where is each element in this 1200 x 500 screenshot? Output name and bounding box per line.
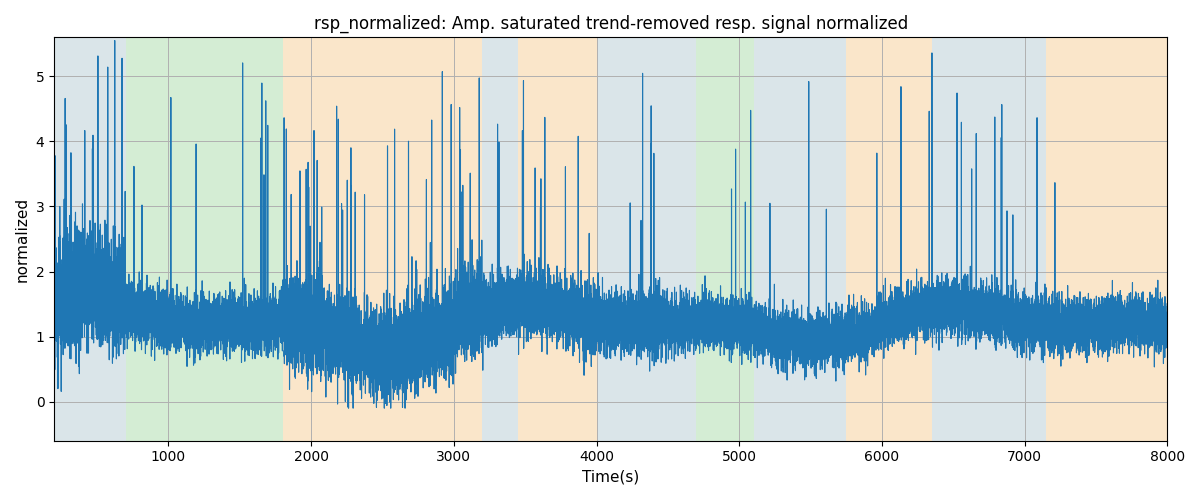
- Bar: [482, 38, 518, 440]
- Bar: [676, 38, 696, 440]
- Bar: [696, 38, 754, 440]
- Bar: [126, 38, 282, 440]
- Bar: [596, 38, 676, 440]
- Bar: [54, 38, 126, 440]
- Bar: [932, 38, 982, 440]
- Bar: [518, 38, 596, 440]
- Bar: [282, 38, 482, 440]
- Title: rsp_normalized: Amp. saturated trend-removed resp. signal normalized: rsp_normalized: Amp. saturated trend-rem…: [313, 15, 908, 34]
- Bar: [1046, 38, 1168, 440]
- Bar: [846, 38, 932, 440]
- Bar: [754, 38, 846, 440]
- X-axis label: Time(s): Time(s): [582, 470, 640, 485]
- Bar: [982, 38, 1046, 440]
- Y-axis label: normalized: normalized: [16, 196, 30, 282]
